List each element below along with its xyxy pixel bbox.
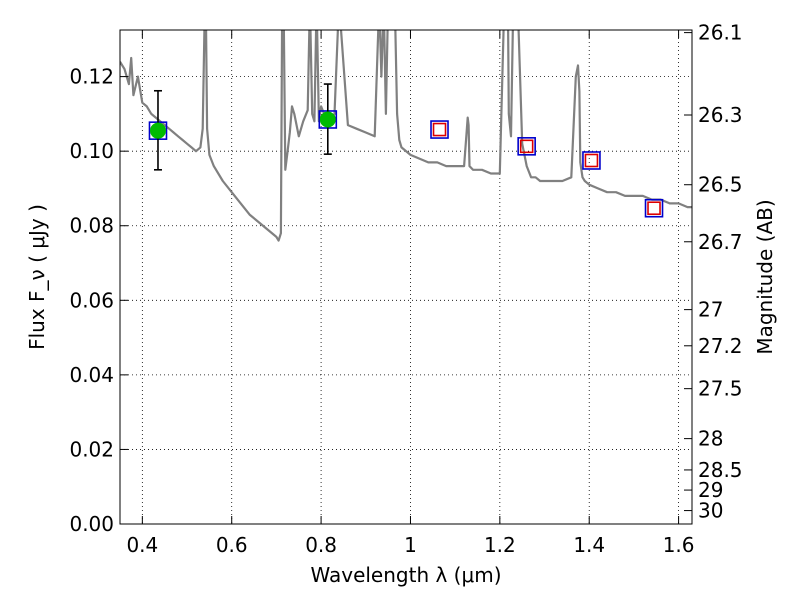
y-tick-label: 0.12 (69, 65, 114, 89)
red-square-marker (647, 201, 661, 216)
green-circle-marker (149, 122, 166, 139)
x-tick-label: 1.6 (663, 533, 695, 557)
red-square-marker (584, 153, 599, 168)
x-tick-label: 1.2 (484, 533, 516, 557)
green-circle-marker (319, 111, 336, 128)
y2-tick-label: 30 (698, 499, 723, 523)
y2-tick-label: 27.2 (698, 334, 743, 358)
y2-tick-label: 29 (698, 478, 723, 502)
y2-tick-label: 27.5 (698, 377, 743, 401)
y-tick-label: 0.00 (69, 512, 114, 536)
y2-axis-label: Magnitude (AB) (753, 199, 777, 354)
y2-tick-label: 28.5 (698, 458, 743, 482)
y-tick-label: 0.08 (69, 214, 114, 238)
y2-tick-label: 26.5 (698, 173, 743, 197)
red-square-marker (432, 122, 447, 137)
y2-tick-label: 28 (698, 427, 723, 451)
x-tick-label: 1.4 (573, 533, 605, 557)
y-tick-label: 0.10 (69, 139, 114, 163)
x-tick-label: 1 (404, 533, 417, 557)
markers-layer (148, 83, 664, 218)
x-axis-label: Wavelength λ (μm) (310, 563, 501, 587)
blue-square-marker (517, 137, 536, 156)
blue-square-marker (582, 151, 601, 170)
y-axis-label: Flux F_ν ( μJy ) (25, 204, 49, 350)
y2-tick-label: 26.7 (698, 230, 743, 254)
x-tick-label: 0.8 (305, 533, 337, 557)
y2-tick-label: 26.1 (698, 21, 743, 45)
y-tick-label: 0.02 (69, 437, 114, 461)
x-axis-ticks: 0.4 0.6 0.8 1 1.2 1.4 1.6 (126, 30, 695, 557)
y2-tick-label: 27 (698, 298, 723, 322)
y-tick-label: 0.06 (69, 288, 114, 312)
spectrum-line (120, 30, 692, 242)
blue-square-marker (430, 120, 449, 139)
blue-square-marker (644, 198, 664, 218)
spectrum-layer (120, 30, 692, 242)
plot-frame (119, 29, 693, 525)
y-tick-label: 0.04 (69, 363, 114, 387)
x-tick-label: 0.4 (126, 533, 158, 557)
y-axis-ticks: 0.00 0.02 0.04 0.06 0.08 0.10 0.12 (69, 65, 128, 536)
x-tick-label: 0.6 (216, 533, 248, 557)
red-square-marker (519, 139, 534, 154)
y2-tick-label: 26.3 (698, 103, 743, 127)
